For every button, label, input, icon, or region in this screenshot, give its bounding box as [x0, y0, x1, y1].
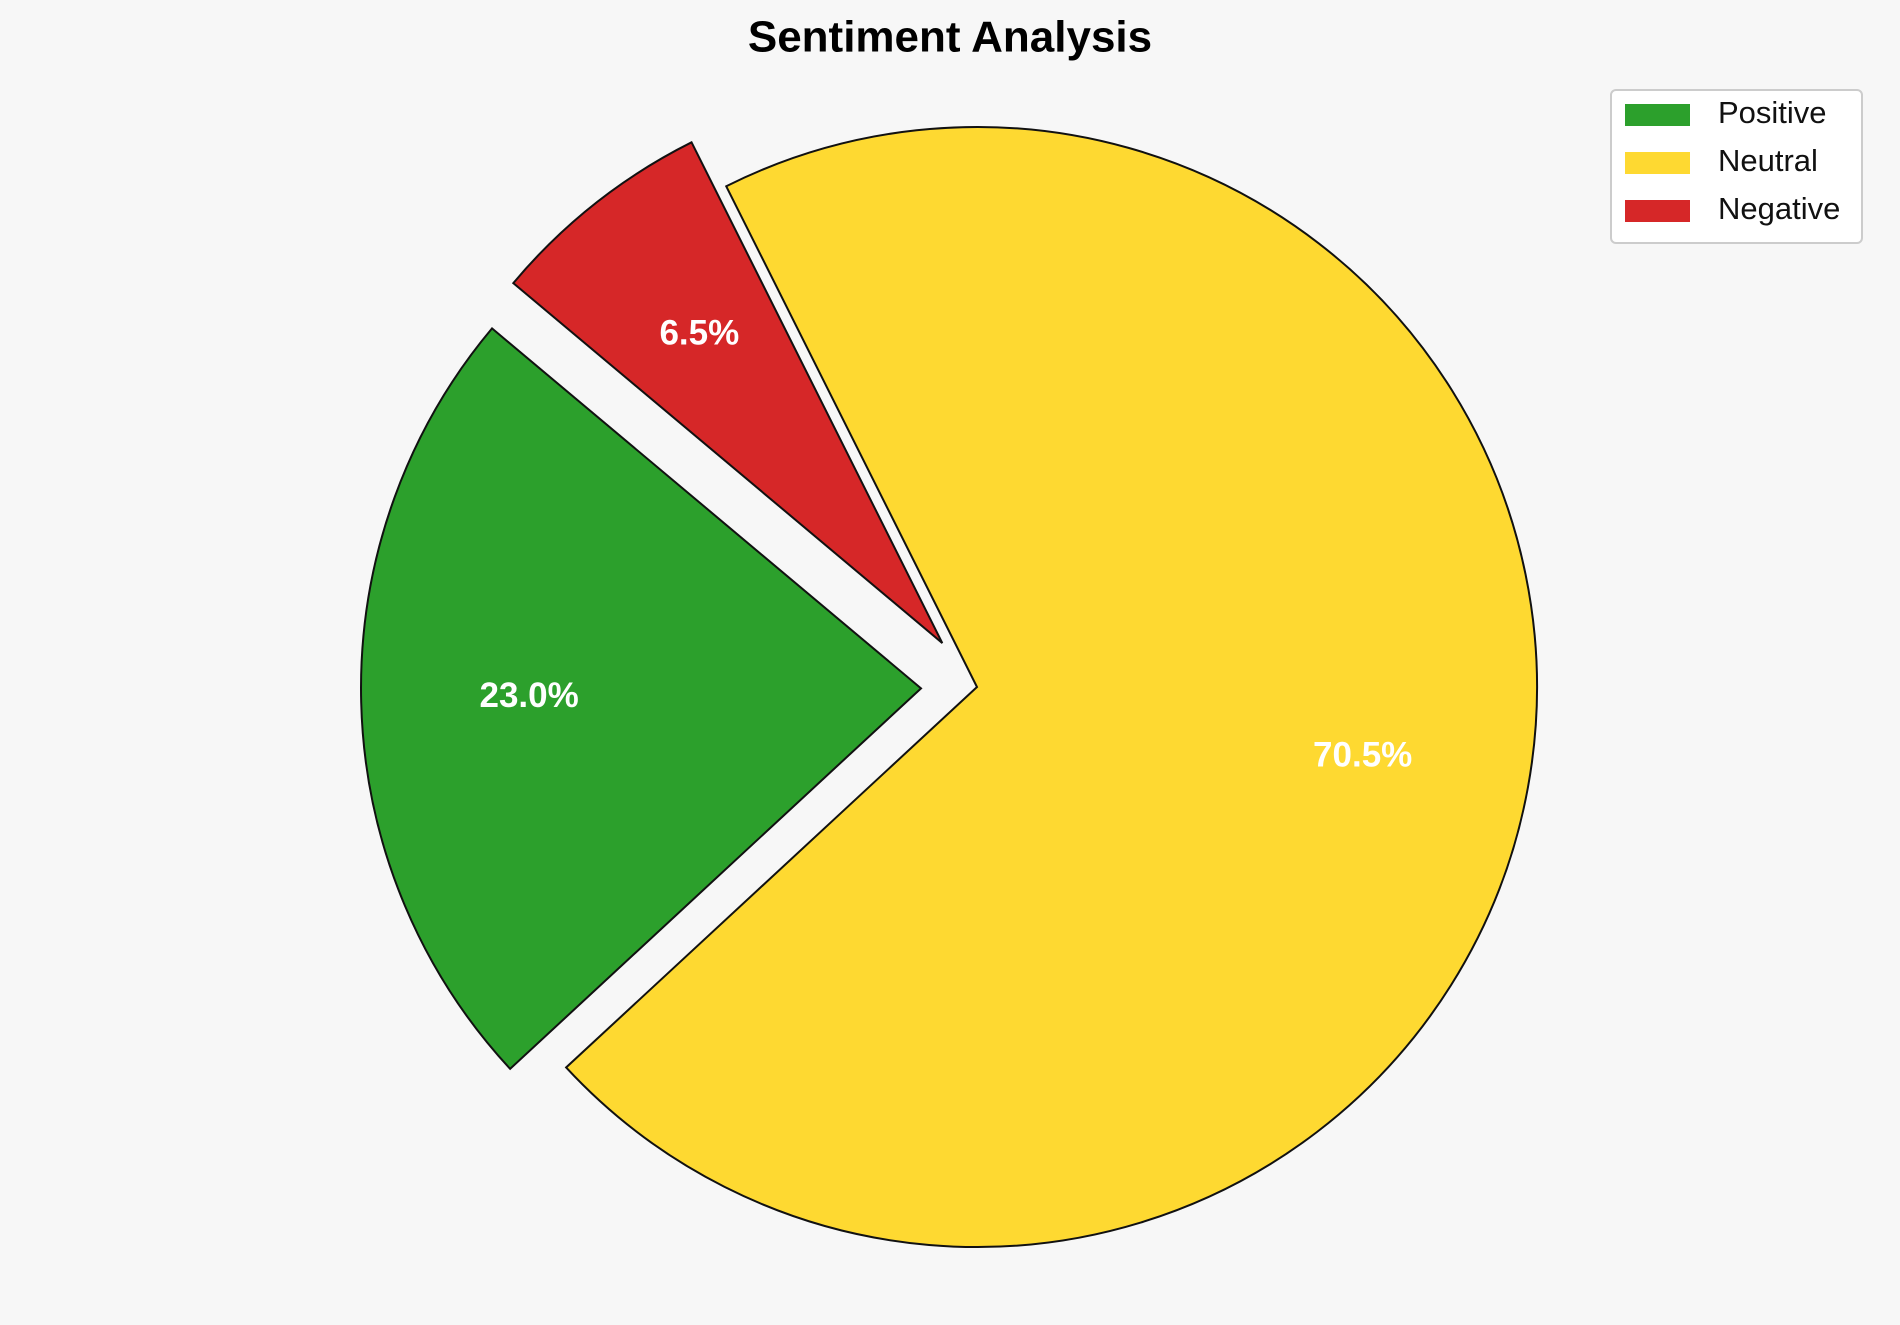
data-label: 70.5%	[1313, 735, 1412, 774]
pie-wedge	[564, 126, 1538, 1248]
legend-swatch	[1625, 104, 1690, 126]
pie-wedge	[360, 326, 923, 1071]
legend-label: Negative	[1718, 191, 1840, 226]
data-label: 6.5%	[659, 314, 739, 353]
legend-label: Positive	[1718, 95, 1827, 130]
legend-label: Neutral	[1718, 143, 1818, 178]
pie-wedge	[511, 140, 944, 644]
data-label: 23.0%	[480, 676, 579, 715]
chart-title: Sentiment Analysis	[748, 13, 1152, 62]
legend-swatch	[1625, 200, 1690, 222]
legend-swatch	[1625, 152, 1690, 174]
